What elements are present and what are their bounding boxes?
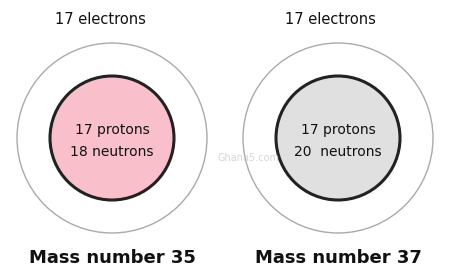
Text: 17 protons: 17 protons — [301, 123, 375, 137]
Text: 18 neutrons: 18 neutrons — [70, 145, 154, 159]
Text: Mass number 37: Mass number 37 — [254, 249, 421, 267]
Circle shape — [50, 76, 174, 200]
Text: 20  neutrons: 20 neutrons — [294, 145, 382, 159]
Circle shape — [243, 43, 433, 233]
Text: 17 protons: 17 protons — [74, 123, 149, 137]
Text: 17 electrons: 17 electrons — [55, 12, 146, 27]
Circle shape — [17, 43, 207, 233]
Circle shape — [276, 76, 400, 200]
Text: Ghana5.com: Ghana5.com — [217, 153, 279, 163]
Text: Mass number 35: Mass number 35 — [28, 249, 195, 267]
Text: 17 electrons: 17 electrons — [285, 12, 376, 27]
